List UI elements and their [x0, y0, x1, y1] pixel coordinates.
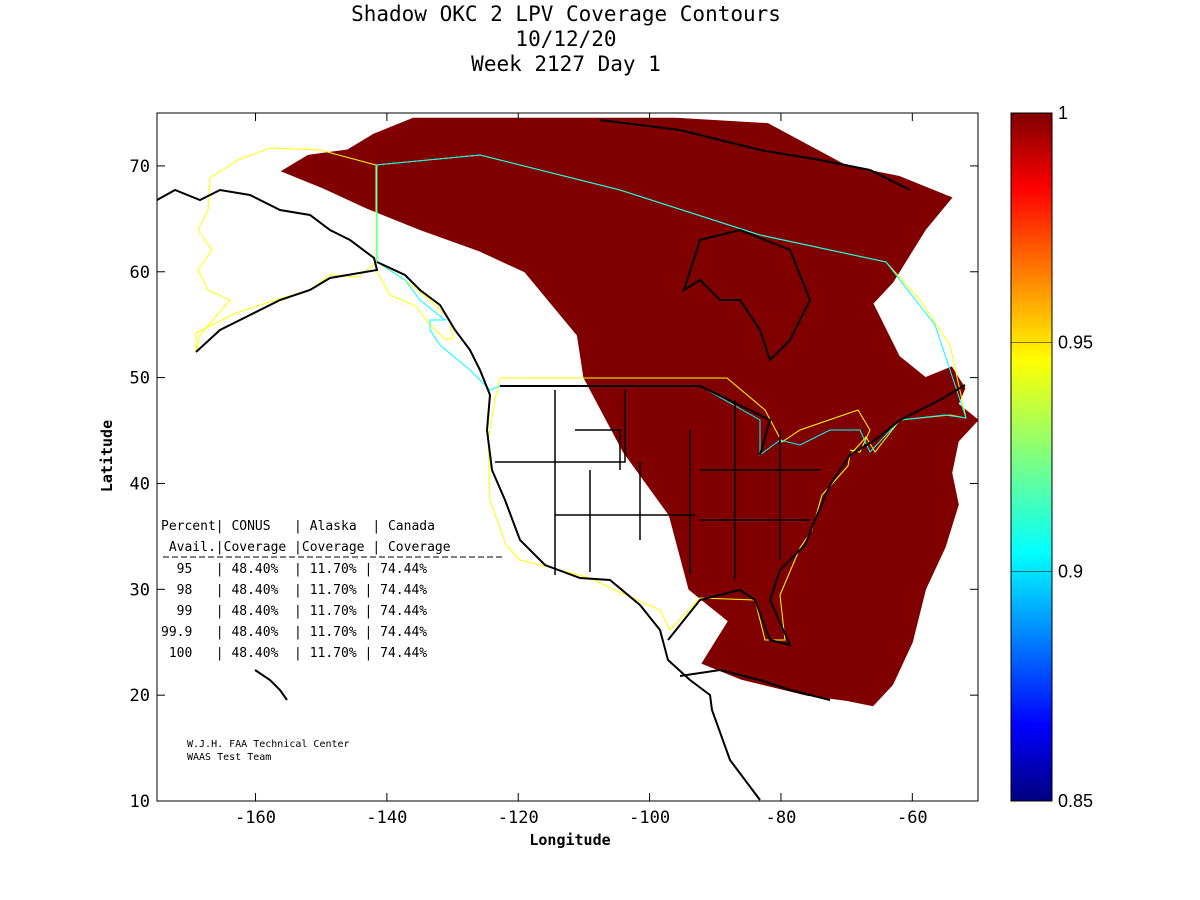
x-tick-label: -80	[766, 808, 797, 828]
table-row: 98 | 48.40% | 11.70% | 74.44%	[161, 583, 427, 598]
state-borders	[495, 390, 820, 580]
y-axis: 10 20 30 40 50 60 70	[130, 157, 978, 812]
chart-title: Shadow OKC 2 LPV Coverage Contours	[351, 2, 781, 26]
x-tick-label: -140	[366, 808, 407, 828]
y-tick-label: 50	[130, 369, 150, 389]
table-row: 100 | 48.40% | 11.70% | 74.44%	[161, 646, 427, 661]
plot-frame	[156, 112, 979, 802]
table-row: 95 | 48.40% | 11.70% | 74.44%	[161, 562, 427, 577]
credit-line-2: WAAS Test Team	[187, 752, 271, 763]
coverage-region	[280, 117, 978, 707]
x-tick-label: -120	[498, 808, 539, 828]
chart-week-day: Week 2127 Day 1	[471, 52, 661, 76]
y-tick-label: 40	[130, 474, 150, 494]
y-tick-label: 60	[130, 263, 150, 283]
coverage-table: Percent| CONUS | Alaska | Canada Avail.|…	[161, 519, 502, 661]
x-tick-label: -160	[235, 808, 276, 828]
table-header-row-2: Avail.|Coverage |Coverage | Coverage	[161, 540, 451, 555]
y-tick-label: 30	[130, 580, 150, 600]
colorbar-tick-label: 0.9	[1058, 562, 1083, 582]
colorbar-tick-label: 1	[1058, 103, 1068, 123]
table-row: 99.9 | 48.40% | 11.70% | 74.44%	[161, 625, 427, 640]
coastlines	[157, 119, 966, 801]
colorbar-tick-label: 0.85	[1058, 791, 1093, 811]
x-axis-label: Longitude	[529, 831, 610, 849]
x-tick-label: -100	[629, 808, 670, 828]
colorbar	[1010, 112, 1053, 802]
credit-line-1: W.J.H. FAA Technical Center	[187, 739, 350, 750]
x-axis: -160 -140 -120 -100 -80 -60	[235, 113, 928, 828]
y-tick-label: 20	[130, 686, 150, 706]
colorbar-tick-label: 0.95	[1058, 332, 1093, 352]
colorbar-ticks: 1 0.95 0.9 0.85	[1011, 103, 1093, 811]
chart-date: 10/12/20	[515, 27, 616, 51]
y-tick-label: 10	[130, 792, 150, 812]
x-tick-label: -60	[897, 808, 928, 828]
table-header-row-1: Percent| CONUS | Alaska | Canada	[161, 519, 435, 534]
y-tick-label: 70	[130, 157, 150, 177]
table-row: 99 | 48.40% | 11.70% | 74.44%	[161, 604, 427, 619]
y-axis-label: Latitude	[98, 420, 116, 492]
